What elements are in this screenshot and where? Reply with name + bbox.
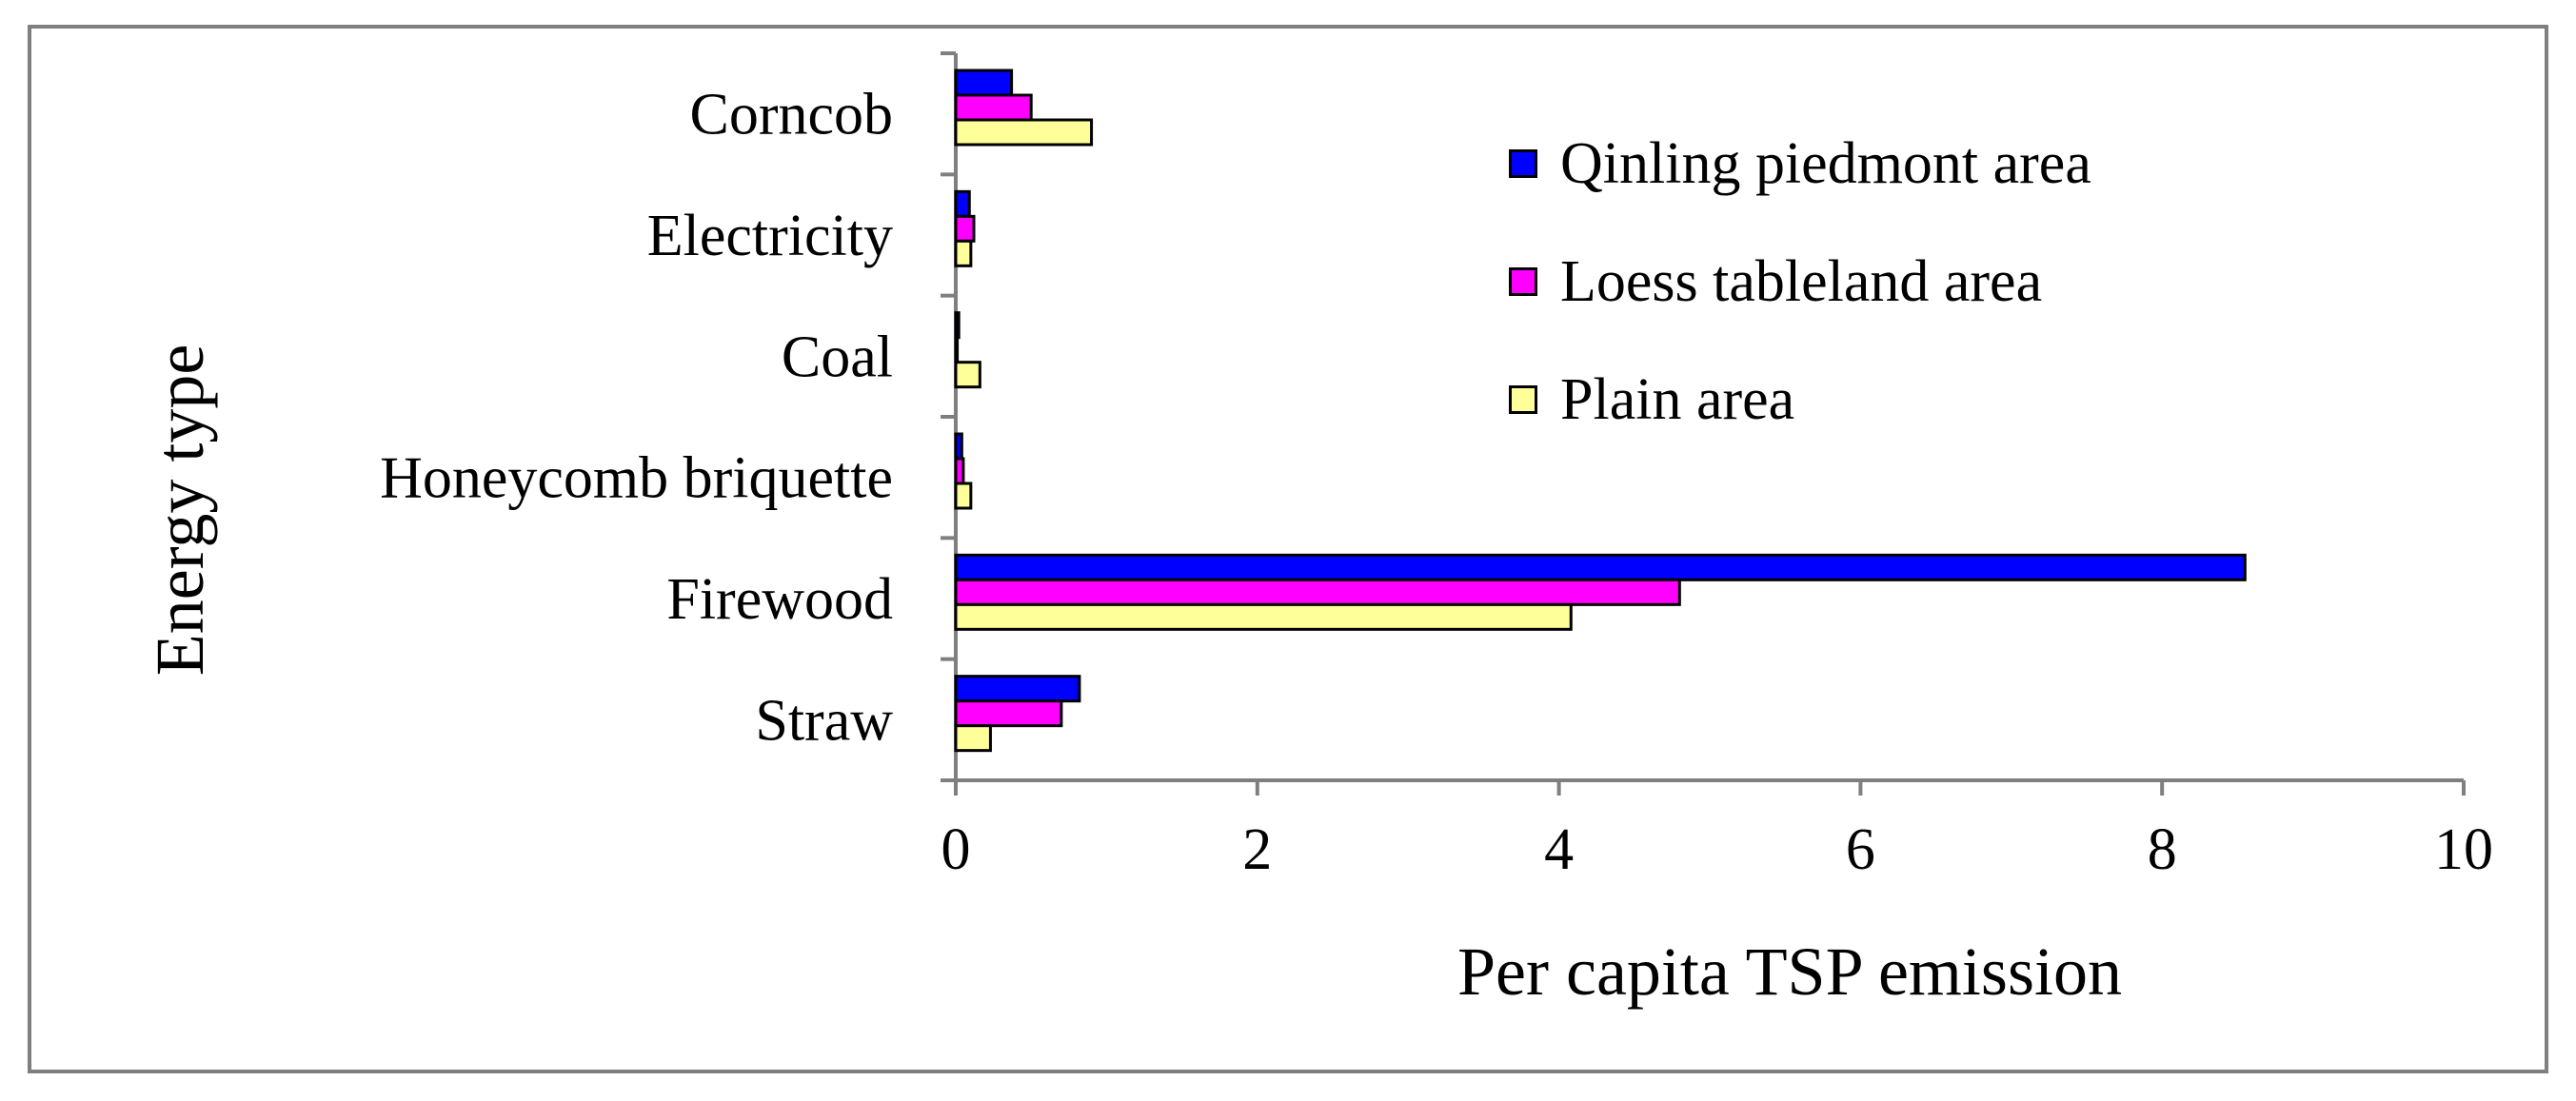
legend-label-loess: Loess tableland area <box>1560 248 2043 314</box>
bar <box>954 69 1014 97</box>
legend-swatch-plain <box>1509 385 1537 414</box>
bar <box>954 482 973 510</box>
bar <box>954 553 2247 581</box>
bar <box>954 699 1063 728</box>
bar <box>954 457 965 485</box>
legend-swatch-qinling <box>1509 149 1537 178</box>
category-label: Firewood <box>666 567 893 632</box>
bar <box>954 578 1681 606</box>
chart-frame <box>28 25 2548 1073</box>
bar <box>954 336 960 364</box>
legend: Qinling piedmont area Loess tableland ar… <box>1509 105 2091 459</box>
bar <box>954 311 961 340</box>
bar <box>954 93 1033 122</box>
legend-swatch-loess <box>1509 267 1537 296</box>
category-label: Honeycomb briquette <box>380 446 893 511</box>
legend-label-qinling: Qinling piedmont area <box>1560 130 2091 196</box>
bar <box>954 724 992 753</box>
bar <box>954 432 963 461</box>
axes <box>941 51 2466 796</box>
bar <box>954 214 976 243</box>
x-tick-label: 8 <box>2148 817 2177 882</box>
labels: 0 2 4 6 8 10 Corncob Electricity Coal Honeycomb b… <box>380 83 2493 882</box>
x-tick-label: 2 <box>1242 817 1272 882</box>
bar <box>954 602 1573 631</box>
bar <box>954 239 973 267</box>
bar <box>954 118 1094 147</box>
bar <box>954 189 971 218</box>
legend-item: Qinling piedmont area <box>1509 105 2091 223</box>
legend-label-plain: Plain area <box>1560 366 1795 432</box>
bars <box>954 69 2247 753</box>
x-tick-label: 4 <box>1544 817 1574 882</box>
category-label: Coal <box>782 324 893 389</box>
y-axis-title: Energy type <box>142 344 218 677</box>
x-tick-label: 10 <box>2434 817 2493 882</box>
legend-item: Loess tableland area <box>1509 223 2091 341</box>
x-axis-title: Per capita TSP emission <box>1457 934 2122 1010</box>
category-label: Straw <box>755 688 893 753</box>
bar <box>954 361 981 389</box>
x-tick-label: 0 <box>941 817 971 882</box>
category-label: Electricity <box>647 204 893 268</box>
category-label: Corncob <box>689 83 893 147</box>
bar <box>954 675 1081 703</box>
x-tick-label: 6 <box>1846 817 1875 882</box>
legend-item: Plain area <box>1509 341 2091 459</box>
